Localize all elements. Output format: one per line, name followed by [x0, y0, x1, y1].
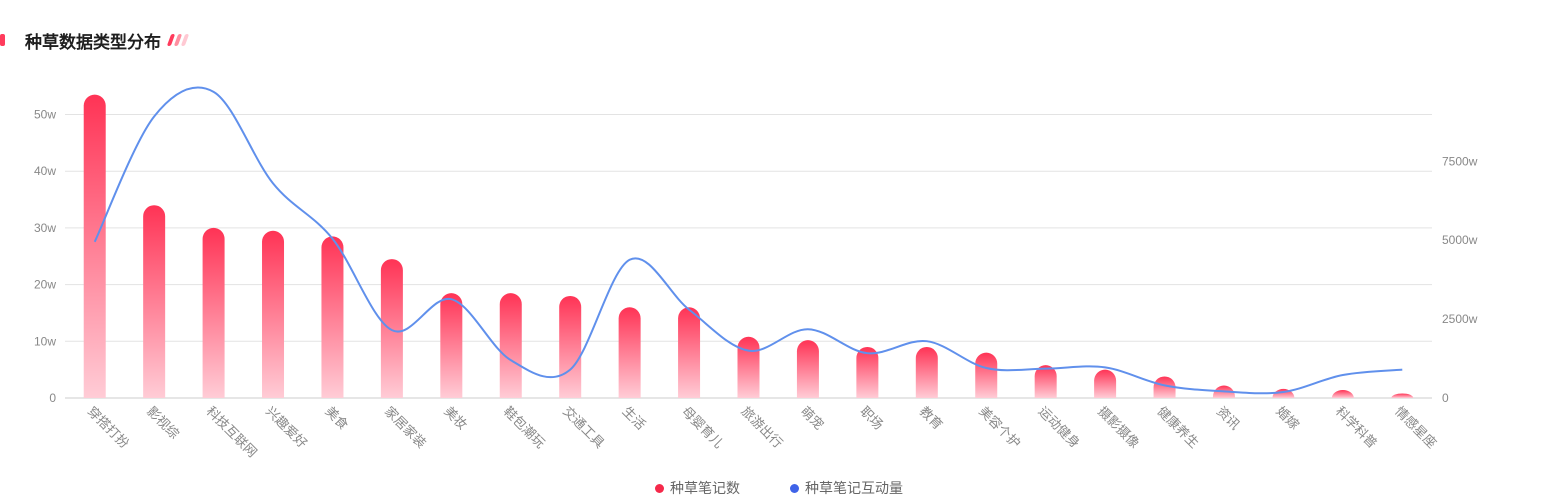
bar — [678, 307, 701, 398]
chart-title: 种草数据类型分布 — [25, 32, 161, 52]
left-tick-label: 30w — [34, 221, 56, 235]
x-tick-label: 健康养生 — [1154, 404, 1202, 452]
left-tick-label: 40w — [34, 164, 56, 178]
left-axis-ticks: 0 10w 20w 30w 40w 50w — [34, 108, 56, 406]
chart-header: 种草数据类型分布 — [0, 26, 190, 54]
x-tick-label: 科学科普 — [1332, 404, 1380, 452]
x-tick-label: 家居家装 — [381, 404, 429, 452]
bar — [262, 230, 285, 398]
left-tick-label: 10w — [34, 334, 56, 348]
legend-label: 种草笔记互动量 — [805, 480, 903, 496]
title-marker — [0, 34, 5, 46]
x-tick-label: 兴趣爱好 — [262, 404, 309, 451]
bar — [975, 352, 998, 398]
bar — [380, 259, 403, 398]
x-tick-label: 萌宠 — [797, 404, 827, 434]
x-tick-label: 生活 — [619, 404, 648, 433]
x-tick-label: 运动健身 — [1035, 404, 1083, 452]
bar — [1034, 365, 1057, 398]
bar — [1331, 390, 1354, 398]
x-tick-label: 美容个护 — [975, 404, 1023, 452]
bar — [737, 336, 760, 398]
legend-item-line[interactable]: 种草笔记互动量 — [790, 478, 903, 498]
bar-series — [83, 94, 1414, 399]
right-axis-ticks: 0 2500w 5000w 7500w — [1442, 154, 1478, 405]
right-tick-label: 5000w — [1442, 233, 1478, 247]
x-axis-ticks: 穿搭打扮 影视综 科技互联网 兴趣爱好 美食 家居家装 美妆 鞋包潮玩 交通工具 生活 母婴育儿 旅游… — [84, 404, 1440, 461]
x-tick-label: 母婴育儿 — [678, 404, 726, 452]
x-tick-label: 美妆 — [440, 404, 469, 433]
x-tick-label: 科技互联网 — [203, 404, 260, 461]
legend-dot-icon — [790, 483, 799, 493]
bar — [83, 94, 106, 399]
bar — [321, 236, 344, 398]
legend-label: 种草笔记数 — [670, 480, 740, 496]
x-tick-label: 摄影摄像 — [1094, 404, 1141, 451]
bar — [856, 346, 879, 398]
x-tick-label: 婚嫁 — [1273, 404, 1302, 433]
x-tick-label: 资讯 — [1213, 404, 1242, 433]
right-tick-label: 7500w — [1442, 154, 1478, 168]
legend-dot-icon — [655, 483, 664, 493]
x-tick-label: 情感星座 — [1391, 404, 1439, 452]
x-tick-label: 旅游出行 — [738, 404, 785, 451]
left-tick-label: 20w — [34, 278, 56, 292]
bar — [143, 205, 166, 398]
left-tick-label: 50w — [34, 108, 56, 122]
line-series — [93, 86, 1403, 395]
bar — [559, 295, 582, 398]
x-tick-label: 交通工具 — [559, 404, 607, 452]
bar — [202, 227, 225, 398]
right-tick-label: 2500w — [1442, 312, 1478, 326]
x-tick-label: 影视综 — [143, 404, 181, 442]
x-tick-label: 鞋包潮玩 — [500, 404, 548, 452]
x-tick-label: 职场 — [857, 404, 886, 433]
bar — [915, 346, 938, 398]
chart-legend: 种草笔记数 种草笔记互动量 — [0, 478, 1558, 498]
chart-plot: 穿搭打扮 影视综 科技互联网 兴趣爱好 美食 家居家装 美妆 鞋包潮玩 交通工具 生活 母婴育儿 旅游… — [34, 86, 1478, 461]
left-tick-label: 0 — [49, 391, 56, 405]
bar — [1153, 376, 1176, 398]
bar — [796, 340, 819, 398]
legend-item-bar[interactable]: 种草笔记数 — [655, 478, 740, 498]
x-tick-label: 美食 — [322, 404, 352, 434]
x-tick-label: 穿搭打扮 — [84, 404, 132, 452]
bar — [1391, 393, 1414, 398]
bar — [618, 307, 641, 398]
bar — [1094, 369, 1117, 398]
x-tick-label: 教育 — [916, 404, 946, 434]
right-tick-label: 0 — [1442, 391, 1449, 405]
bar — [499, 293, 522, 398]
bar — [440, 293, 463, 398]
